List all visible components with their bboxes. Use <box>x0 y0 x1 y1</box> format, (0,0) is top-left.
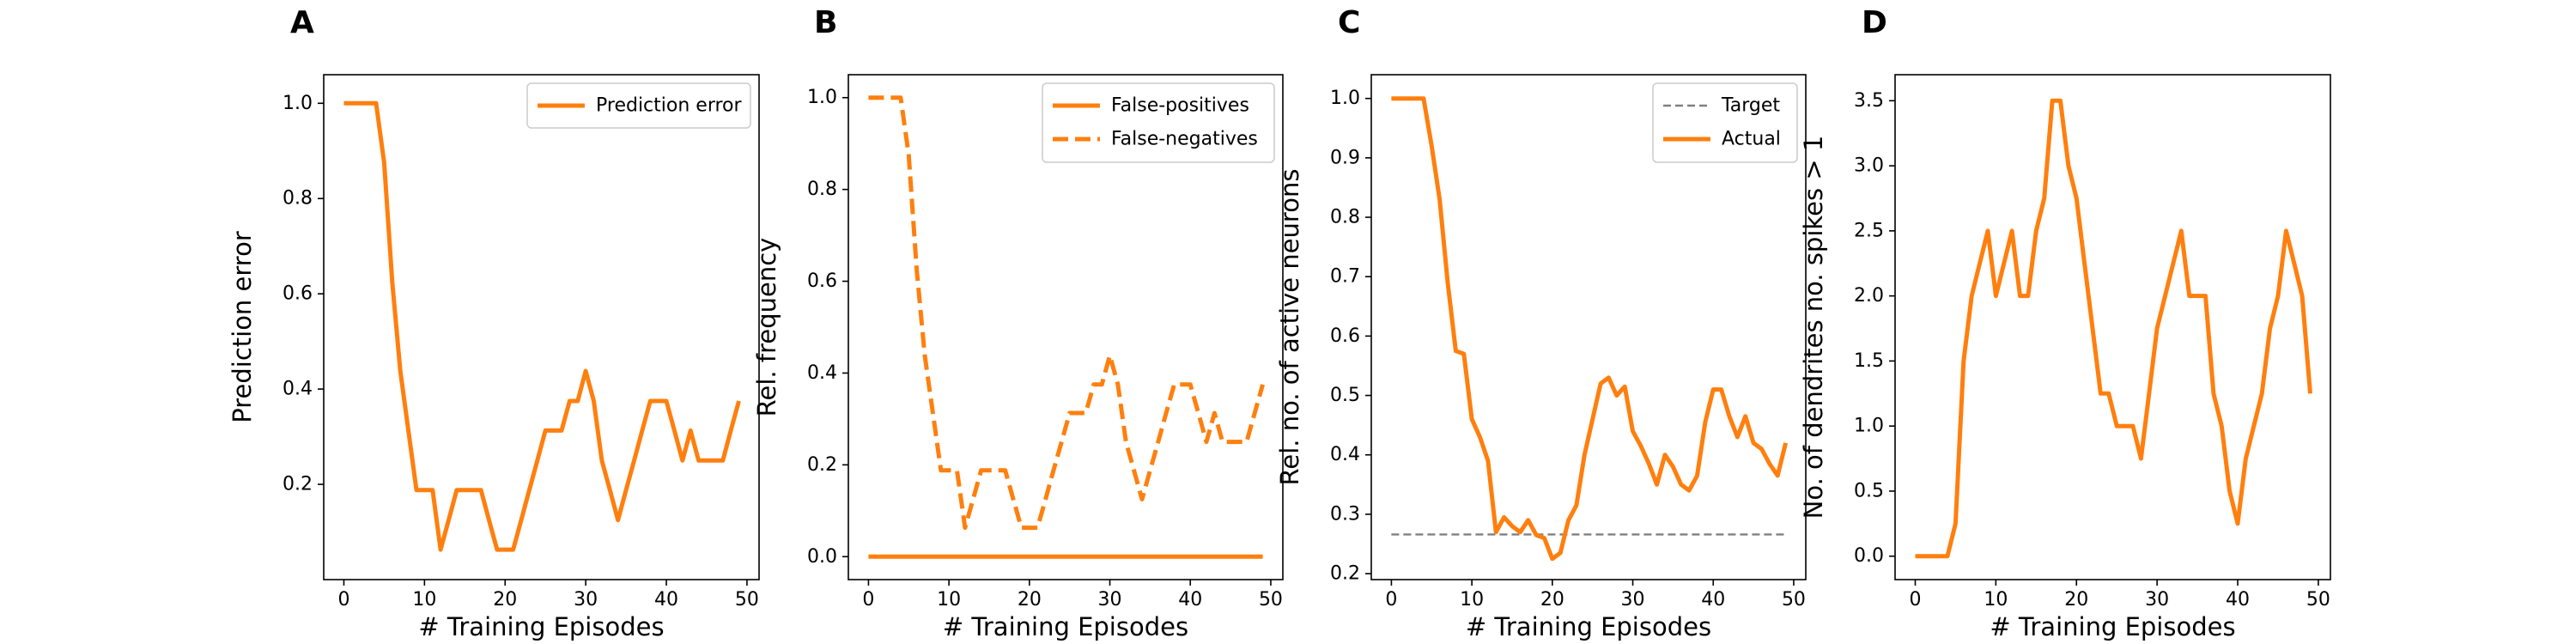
panel-b-x-axis-label: # Training Episodes <box>943 612 1188 641</box>
panel-d-y-tick-label: 0.5 <box>1854 480 1884 501</box>
panel-c-plot-area: 0 10 20 30 40 50 0.2 0.3 0.4 0.5 0.6 0.7 0.8 0.9 1.0 Ta… <box>1330 74 1807 611</box>
panel-b-legend-box <box>1042 82 1275 163</box>
panel-a-plot-area: 0 10 20 30 40 50 0.2 0.4 0.6 0.8 1.0 Prediction err… <box>283 74 760 611</box>
panel-a-y-tick-label: 0.8 <box>283 188 313 210</box>
panel-c-legend-label: Actual <box>1722 129 1781 150</box>
panel-d-plot-area: 0 10 20 30 40 50 0.0 0.5 1.0 1.5 2.0 2.5 3.0 3.5 <box>1854 74 2331 611</box>
panel-d-x-tick-label: 40 <box>2226 589 2250 611</box>
panel-b-y-axis-label: Rel. frequency <box>752 238 781 417</box>
panel-b-legend-label: False-positives <box>1111 95 1249 117</box>
panel-b-x-tick-label: 0 <box>862 589 874 611</box>
panel-c-x-axis-label: # Training Episodes <box>1466 612 1711 641</box>
panel-d-y-tick-label: 2.5 <box>1854 220 1884 241</box>
panel-c-series-actual-line <box>1391 96 1789 562</box>
panel-c-legend-box <box>1652 82 1798 163</box>
panel-a-y-tick-label: 1.0 <box>283 93 313 114</box>
panel-d-y-tick-label: 2.0 <box>1854 285 1884 307</box>
panel-d-letter: D <box>1862 5 1887 40</box>
panel-c-y-tick-label: 0.9 <box>1330 147 1360 168</box>
panel-c-legend-label: Target <box>1721 95 1780 117</box>
panel-d-y-tick-label: 1.0 <box>1854 416 1884 437</box>
panel-b-y-tick-label: 0.4 <box>807 362 837 384</box>
panel-b-x-tick-label: 30 <box>1098 589 1122 611</box>
panel-c-y-tick-label: 0.2 <box>1330 563 1360 585</box>
panel-a-y-axis-label: Prediction error <box>228 231 257 423</box>
panel-b-legend-label: False-negatives <box>1111 129 1258 150</box>
panel-c-y-tick-label: 1.0 <box>1330 88 1360 109</box>
panel-d-x-axis-label: # Training Episodes <box>1990 612 2235 641</box>
panel-c-legend: Target Actual <box>1652 82 1798 163</box>
panel-d-series-line-line <box>1915 98 2312 559</box>
panel-b-letter: B <box>814 5 837 40</box>
panel-d-x-tick-label: 0 <box>1909 589 1921 611</box>
panel-a-x-tick-label: 10 <box>412 589 436 611</box>
panel-d-y-tick-label: 3.5 <box>1854 90 1884 112</box>
panel-a-x-tick-label: 20 <box>493 589 517 611</box>
panel-c: C 0 10 20 30 40 50 0.2 0.3 0.4 0.5 0.6 0.7 0.8 0.9 1.0… <box>1275 5 1807 641</box>
panel-d-x-tick-label: 50 <box>2306 589 2330 611</box>
panel-b-axes-frame <box>848 74 1284 580</box>
panel-d-x-tick-label: 10 <box>1984 589 2008 611</box>
panel-d-y-axis-label: No. of dendrites no. spikes > 1 <box>1799 136 1828 519</box>
panel-c-y-tick-label: 0.5 <box>1330 385 1360 406</box>
panel-c-y-tick-label: 0.8 <box>1330 207 1360 228</box>
panel-c-x-tick-label: 10 <box>1460 589 1484 611</box>
panel-a-y-tick-label: 0.4 <box>283 379 313 400</box>
panel-b-plot-area: 0 10 20 30 40 50 0.0 0.2 0.4 0.6 0.8 1.0 False-posit… <box>807 74 1284 611</box>
panel-b-y-tick-label: 0.0 <box>807 546 837 568</box>
panel-c-x-tick-label: 50 <box>1782 589 1806 611</box>
panel-a-x-tick-label: 30 <box>574 589 598 611</box>
panel-a-legend: Prediction error <box>526 82 751 129</box>
panel-a: A 0 10 20 30 40 50 0.2 0.4 0.6 0.8 1.0 Prediction e… <box>228 5 760 641</box>
panel-b-y-tick-label: 0.2 <box>807 454 837 476</box>
panel-a-letter: A <box>290 5 314 40</box>
panel-a-x-axis-label: # Training Episodes <box>418 612 664 641</box>
panel-b-x-tick-label: 20 <box>1018 589 1042 611</box>
panel-d-y-tick-label: 3.0 <box>1854 155 1884 177</box>
panel-b-y-tick-label: 1.0 <box>807 87 837 108</box>
panel-a-legend-label: Prediction error <box>596 95 742 117</box>
panel-a-y-tick-label: 0.6 <box>283 283 313 305</box>
panel-b-x-tick-label: 40 <box>1178 589 1202 611</box>
panel-b-x-tick-label: 10 <box>937 589 961 611</box>
panel-d: D 0 10 20 30 40 50 0.0 0.5 1.0 1.5 2.0 2.5 3.0 3.5 # … <box>1799 5 2331 641</box>
panel-c-x-tick-label: 30 <box>1621 589 1645 611</box>
panel-b-y-tick-label: 0.6 <box>807 270 837 292</box>
panel-a-axes-frame <box>323 74 760 580</box>
panel-d-y-tick-label: 1.5 <box>1854 350 1884 372</box>
panel-c-y-tick-label: 0.6 <box>1330 325 1360 347</box>
panel-c-axes-frame <box>1370 74 1807 580</box>
panel-a-legend-box <box>526 82 751 129</box>
panel-a-series-prediction-error-line <box>343 100 741 552</box>
panel-a-x-tick-label: 50 <box>735 589 759 611</box>
panel-c-letter: C <box>1338 5 1360 40</box>
panel-c-x-tick-label: 40 <box>1701 589 1725 611</box>
panel-a-y-tick-label: 0.2 <box>283 474 313 495</box>
panel-c-x-tick-label: 20 <box>1540 589 1564 611</box>
panel-d-x-tick-label: 20 <box>2064 589 2088 611</box>
panel-a-x-tick-label: 40 <box>654 589 678 611</box>
panel-a-x-tick-label: 0 <box>337 589 349 611</box>
panel-c-x-tick-label: 0 <box>1385 589 1397 611</box>
panel-c-y-axis-label: Rel. no. of active neurons <box>1275 169 1304 486</box>
panel-b: B 0 10 20 30 40 50 0.0 0.2 0.4 0.6 0.8 1.0 False-pos… <box>752 5 1284 641</box>
panel-b-series-false-negatives-line <box>868 95 1266 531</box>
panel-b-y-tick-label: 0.8 <box>807 179 837 200</box>
panel-d-axes-frame <box>1894 74 2331 580</box>
panel-c-y-tick-label: 0.7 <box>1330 266 1360 288</box>
panel-b-legend: False-positives False-negatives <box>1042 82 1275 163</box>
panel-c-y-tick-label: 0.3 <box>1330 503 1360 525</box>
panel-d-y-tick-label: 0.0 <box>1854 545 1884 567</box>
panel-c-y-tick-label: 0.4 <box>1330 444 1360 465</box>
panel-b-x-tick-label: 50 <box>1259 589 1283 611</box>
panel-d-x-tick-label: 30 <box>2145 589 2169 611</box>
